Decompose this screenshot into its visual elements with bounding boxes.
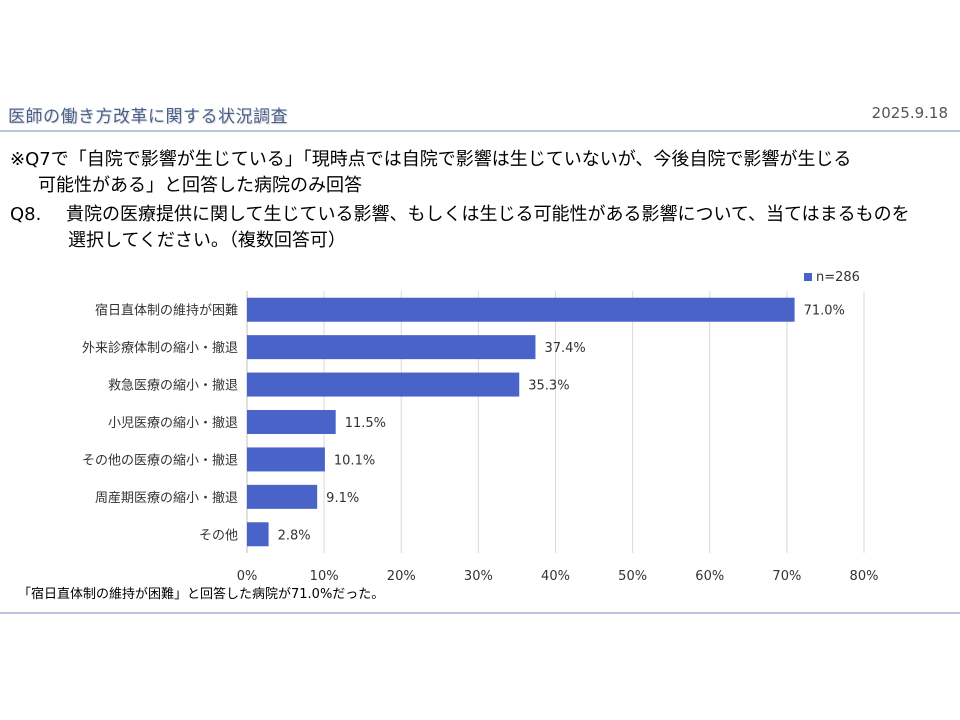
x-tick-label: 60% — [695, 569, 724, 584]
x-tick-label: 80% — [850, 569, 879, 584]
bar — [247, 522, 269, 547]
bar — [247, 372, 520, 397]
data-label: 10.1% — [334, 453, 375, 468]
data-label: 2.8% — [278, 528, 311, 543]
bar-chart: 0% 10% 20% 30% 40% 50% 60% 70% 80% 宿日直体制の維持が困難 71.… — [82, 270, 879, 584]
header-date: 2025.9.18 — [871, 104, 948, 122]
header-rule — [0, 130, 960, 132]
data-label: 11.5% — [345, 416, 386, 431]
note: ※Q7で「自院で影響が生じている」「現時点では自院で影響は生じていないが、今後自… — [10, 147, 950, 199]
data-label: 71.0% — [804, 304, 845, 319]
category-label: 周産期医療の縮小・撤退 — [95, 490, 238, 506]
x-tick-label: 10% — [310, 569, 339, 584]
summary-text: 「宿日直体制の維持が困難」と回答した病院が71.0%だった。 — [18, 587, 385, 602]
bar — [247, 447, 325, 472]
bar — [247, 335, 536, 360]
bar — [247, 484, 318, 509]
x-tick-label: 50% — [618, 569, 647, 584]
legend-swatch — [804, 273, 812, 281]
question-line-1: 貴院の医療提供に関して生じている影響、もしくは生じる可能性がある影響について、当… — [66, 204, 910, 225]
category-label: その他 — [199, 528, 238, 543]
x-tick-label: 0% — [237, 569, 258, 584]
header-title: 医師の働き方改革に関する状況調査 — [8, 107, 288, 127]
bar — [247, 410, 336, 434]
category-label: その他の医療の縮小・撤退 — [82, 452, 238, 468]
data-label: 9.1% — [326, 491, 359, 506]
bar — [247, 297, 795, 322]
legend-label: n=286 — [816, 270, 860, 285]
x-tick-label: 70% — [772, 569, 801, 584]
x-tick-label: 40% — [541, 569, 570, 584]
data-label: 35.3% — [528, 379, 569, 394]
category-label: 宿日直体制の維持が困難 — [95, 303, 238, 319]
note-line-1: ※Q7で「自院で影響が生じている」「現時点では自院で影響は生じていないが、今後自… — [10, 149, 852, 170]
data-label: 37.4% — [544, 341, 585, 356]
note-line-2: 可能性がある」と回答した病院のみ回答 — [38, 175, 362, 196]
x-tick-label: 20% — [387, 569, 416, 584]
footer-rule — [0, 612, 960, 614]
category-label: 外来診療体制の縮小・撤退 — [82, 340, 238, 356]
question: Q8. 貴院の医療提供に関して生じている影響、もしくは生じる可能性がある影響につい… — [10, 202, 950, 254]
question-number: Q8. — [10, 204, 42, 225]
category-label: 小児医療の縮小・撤退 — [108, 415, 238, 431]
category-label: 救急医療の縮小・撤退 — [108, 378, 238, 394]
question-line-2: 選択してください。（複数回答可） — [68, 230, 346, 251]
x-tick-label: 30% — [464, 569, 493, 584]
